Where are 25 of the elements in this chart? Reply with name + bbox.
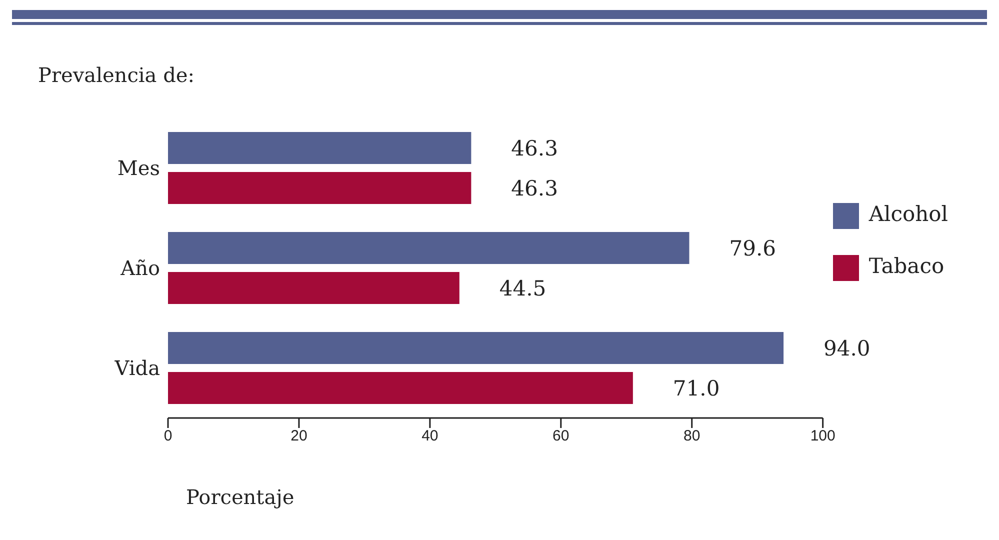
data-label: 71.0 [672,376,720,400]
bar [168,272,460,304]
x-tick-label: 100 [810,428,836,445]
bar [168,132,472,164]
x-tick-label: 20 [290,428,308,445]
data-label: 46.3 [511,176,558,200]
legend-label: Tabaco [868,254,944,278]
x-tick-label: 60 [552,428,570,445]
data-label: 94.0 [824,336,870,360]
data-label: 44.5 [499,276,546,300]
bar [168,372,633,404]
data-label: 46.3 [511,136,558,160]
x-tick-label: 40 [422,428,438,445]
y-tick-label: Mes [117,156,160,180]
chart-title: Prevalencia de: [38,63,194,87]
data-label: 79.6 [729,236,776,260]
bar [168,172,472,204]
bar [168,232,690,264]
y-tick-label: Vida [114,356,160,380]
x-axis-title: Porcentaje [186,485,294,509]
x-tick-label: 0 [164,428,172,445]
x-tick-label: 80 [684,428,700,445]
bar [168,332,784,364]
legend-label: Alcohol [868,202,948,226]
y-tick-label: Año [120,256,160,280]
